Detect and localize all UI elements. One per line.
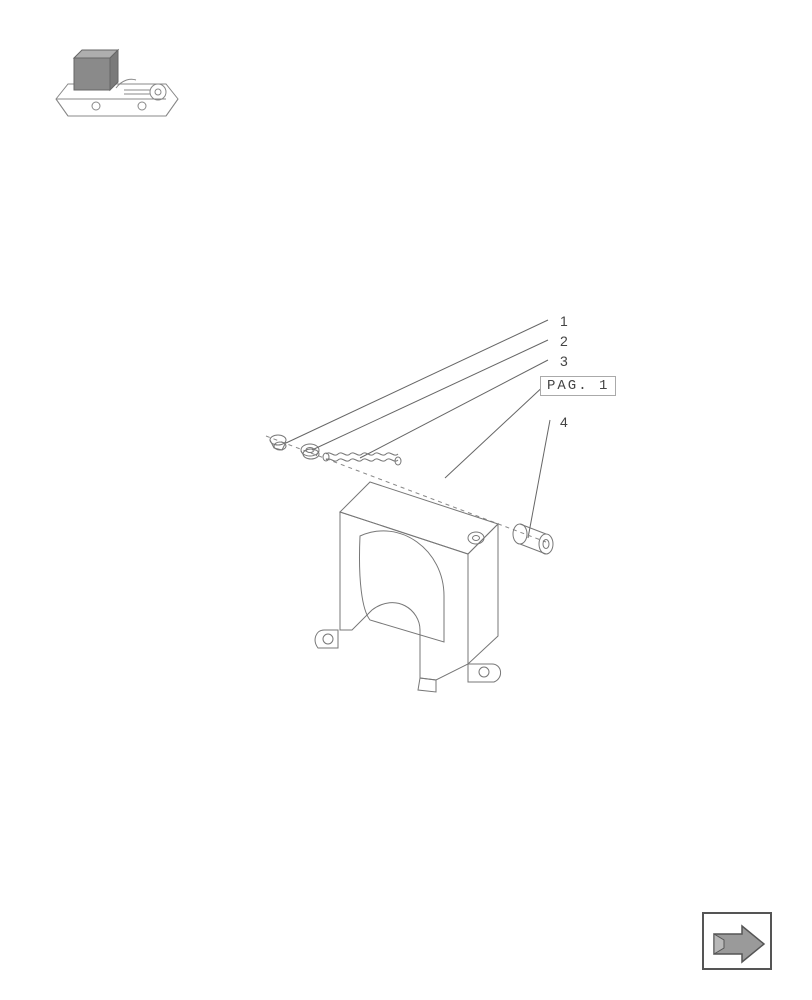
callout-3: 3 [560,353,568,369]
page-reference-label: PAG. 1 [540,376,616,396]
part-3 [323,453,401,465]
callout-1: 1 [560,313,568,329]
page-corner-icon[interactable] [702,912,772,970]
thumbnail-svg [46,44,184,134]
part-2 [301,444,319,459]
bracket-body [315,482,500,692]
arrow-box-icon [702,912,772,970]
page-root: 1 2 3 4 PAG. 1 [0,0,812,1000]
main-diagram [220,310,620,730]
main-diagram-svg [220,310,620,730]
callout-2: 2 [560,333,568,349]
callout-4: 4 [560,414,568,430]
thumbnail-overview [46,44,184,134]
part-4 [513,524,553,554]
part-1 [270,435,286,450]
